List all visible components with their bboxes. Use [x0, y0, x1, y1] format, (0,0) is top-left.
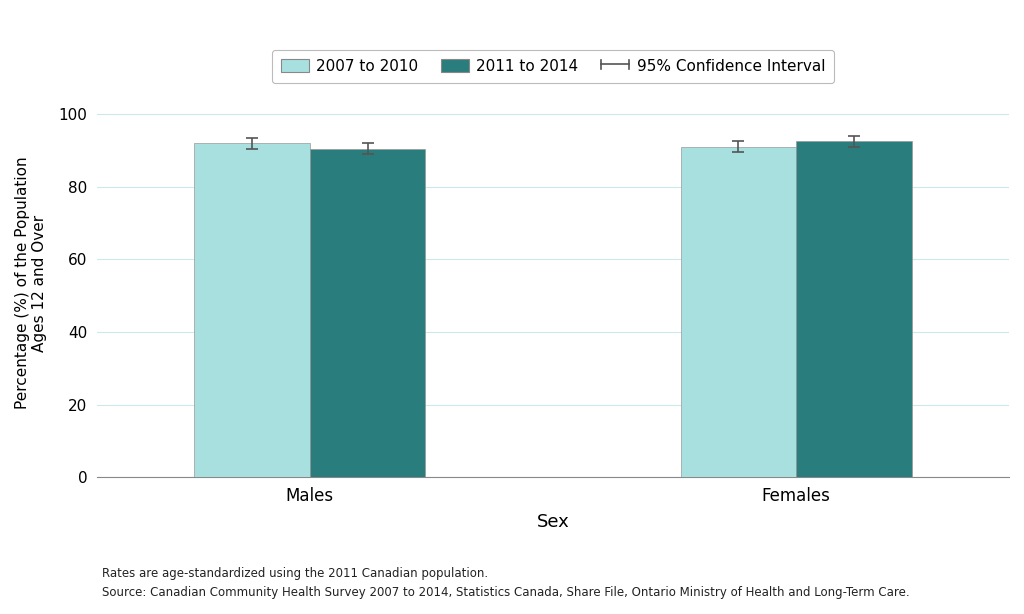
Text: Rates are age-standardized using the 2011 Canadian population.: Rates are age-standardized using the 201…: [102, 567, 488, 580]
Y-axis label: Percentage (%) of the Population
Ages 12 and Over: Percentage (%) of the Population Ages 12…: [15, 157, 47, 410]
Text: Source: Canadian Community Health Survey 2007 to 2014, Statistics Canada, Share : Source: Canadian Community Health Survey…: [102, 586, 910, 599]
Bar: [797, 141, 911, 478]
Bar: [310, 149, 425, 478]
Bar: [681, 147, 797, 478]
Bar: [195, 143, 310, 478]
Legend: 2007 to 2010, 2011 to 2014, 95% Confidence Interval: 2007 to 2010, 2011 to 2014, 95% Confiden…: [272, 50, 835, 83]
X-axis label: Sex: Sex: [537, 513, 569, 532]
